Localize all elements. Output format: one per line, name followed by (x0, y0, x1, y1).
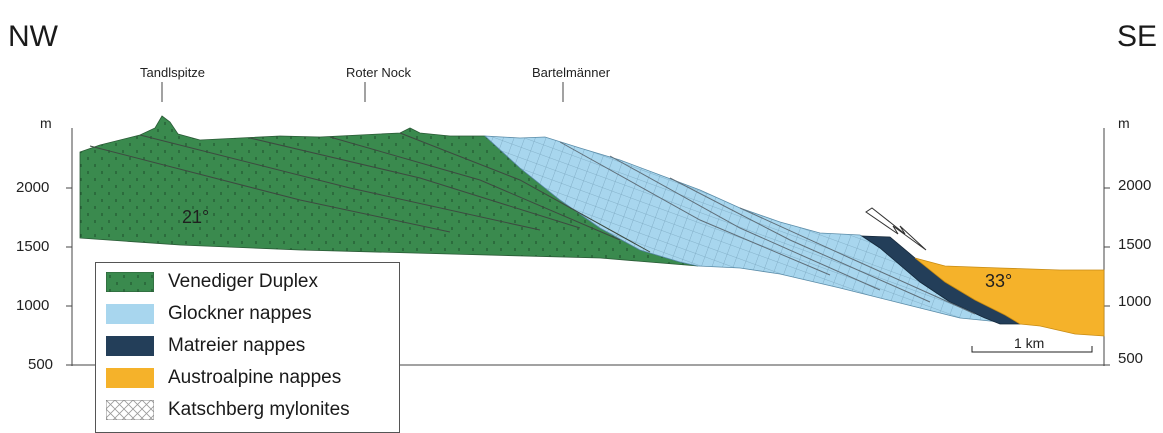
right-tick-label: 1000 (1118, 293, 1152, 310)
legend: Venediger Duplex Glockner nappes Matreie… (95, 262, 400, 433)
right-tick-label: 2000 (1118, 177, 1152, 194)
legend-item: Matreier nappes (106, 333, 396, 359)
left-tick-label: 2000 (16, 179, 50, 196)
direction-se: SE (1117, 20, 1158, 53)
legend-swatch (106, 336, 154, 356)
peak-label-bartelmanner: Bartelmänner (532, 65, 611, 80)
legend-swatch (105, 399, 155, 421)
legend-label: Venediger Duplex (168, 271, 318, 292)
legend-label: Glockner nappes (168, 303, 312, 324)
legend-label: Austroalpine nappes (168, 367, 342, 388)
legend-item: Glockner nappes (106, 301, 396, 327)
peak-label-tandlspitze: Tandlspitze (140, 65, 206, 80)
legend-label: Katschberg mylonites (168, 399, 350, 420)
venediger-duplex-unit (79, 115, 699, 267)
left-tick-label: 1000 (16, 297, 50, 314)
scale-bar (971, 346, 1093, 353)
scale-bar-label: 1 km (1014, 335, 1045, 351)
austroalpine-nappes-unit (914, 257, 1105, 337)
dip-label-venediger: 21° (182, 207, 210, 227)
right-tick-label: 500 (1118, 350, 1144, 367)
right-axis-unit: m (1118, 115, 1130, 131)
legend-swatch (106, 368, 154, 388)
left-tick-label: 500 (28, 356, 54, 373)
direction-nw: NW (8, 20, 58, 53)
dip-label-austroalpine: 33° (985, 271, 1013, 291)
legend-item: Venediger Duplex (105, 269, 396, 295)
peak-label-roter-nock: Roter Nock (346, 65, 412, 80)
legend-swatch (106, 304, 154, 324)
left-axis-unit: m (40, 115, 52, 131)
legend-swatch (105, 271, 155, 293)
fault-arrow-icon (865, 207, 927, 251)
legend-item: Katschberg mylonites (105, 397, 396, 423)
right-tick-label: 1500 (1118, 236, 1152, 253)
left-tick-label: 1500 (16, 238, 50, 255)
legend-label: Matreier nappes (168, 335, 306, 356)
legend-item: Austroalpine nappes (106, 365, 396, 391)
